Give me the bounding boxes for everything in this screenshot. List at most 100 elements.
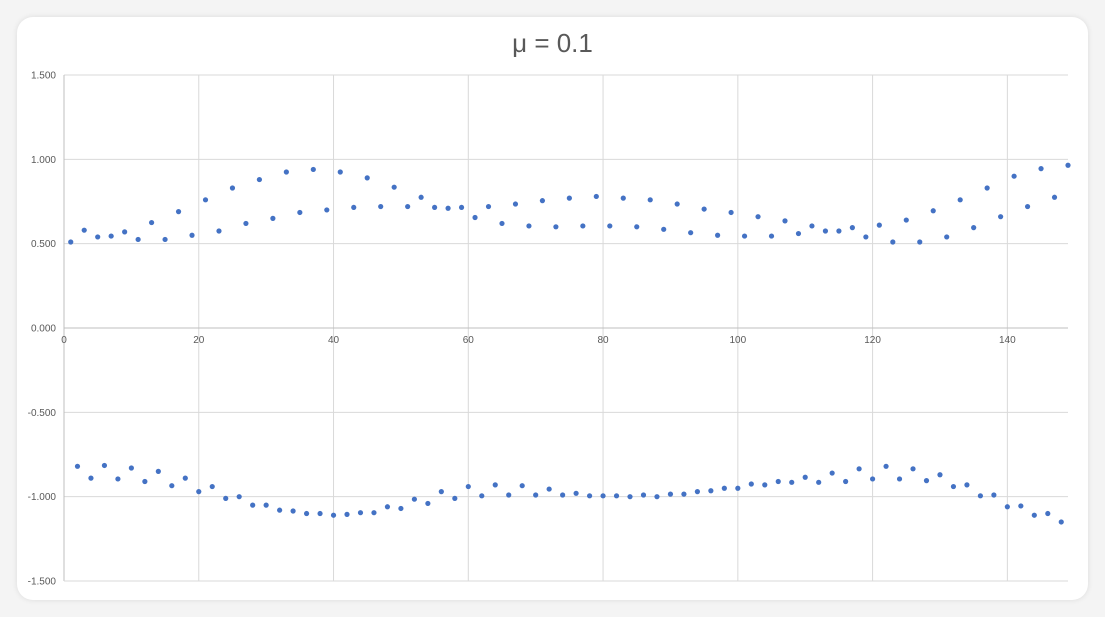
data-point [148,219,155,226]
data-point [297,209,303,216]
data-point [667,491,674,497]
data-point [371,510,377,516]
data-point [681,491,687,497]
data-point [1038,166,1044,172]
data-points [68,162,1071,525]
data-point [647,197,653,203]
data-point [357,510,364,516]
x-tick-label: 40 [328,335,340,346]
data-point [566,195,572,201]
data-point [849,225,855,231]
data-point [1045,510,1051,517]
x-tick-label: 120 [864,335,881,346]
data-point [1031,512,1037,518]
data-point [1011,173,1017,179]
data-point [452,495,458,501]
data-point [634,224,640,230]
data-point [708,488,714,494]
data-point [580,223,586,229]
data-point [472,214,478,221]
data-point [405,203,411,210]
data-point [802,474,808,480]
data-point [499,220,505,227]
data-point [560,492,566,498]
data-point [418,194,424,200]
data-point [876,222,882,228]
y-tick-label: -0.500 [28,408,57,419]
data-point [175,209,182,215]
data-point [944,234,950,240]
data-point [142,478,148,485]
data-point [88,475,94,481]
x-tick-label: 100 [729,335,746,346]
data-point [351,204,357,211]
data-point [930,208,936,214]
data-point [728,209,734,216]
y-tick-label: -1.500 [28,577,57,588]
data-point [506,492,512,498]
data-point [485,203,492,210]
x-tick-label: 60 [463,335,475,346]
data-point [1004,504,1010,510]
data-point [189,232,195,238]
data-point [209,483,215,490]
data-point [613,493,620,499]
data-point [169,483,175,489]
data-point [432,204,438,211]
data-point [998,214,1004,220]
data-point [303,510,310,517]
data-point [533,492,539,498]
data-point [263,502,269,508]
x-tick-label: 0 [61,335,67,346]
data-point [384,504,391,510]
data-point [910,466,916,472]
data-point [236,494,242,500]
data-point [546,486,552,492]
data-point [324,207,330,213]
data-point [438,489,444,495]
y-tick-label: 0.000 [31,324,56,335]
data-point [715,232,721,238]
data-point [290,508,296,514]
data-point [809,223,815,229]
data-point [856,466,862,472]
data-point [586,493,593,499]
axes [63,75,1068,582]
data-point [250,502,256,508]
data-point [755,214,761,220]
data-point [816,479,822,485]
data-point [964,482,970,488]
data-point [270,215,276,221]
data-point [937,472,943,478]
data-point [310,166,316,173]
data-point [512,201,519,207]
data-point [81,227,87,233]
data-point [553,224,559,230]
data-point [721,485,727,491]
data-point [330,512,337,518]
data-point [883,463,889,469]
data-point [775,478,781,485]
data-point [735,485,741,491]
data-point [741,233,748,239]
data-point [903,217,909,223]
data-point [182,475,188,481]
data-point [923,478,930,484]
data-point [957,197,963,203]
data-point [445,205,451,211]
data-point [526,223,532,229]
data-point [836,228,842,234]
data-point [465,483,471,490]
data-point [600,493,606,499]
data-point [654,494,660,500]
data-point [977,493,984,499]
data-point [863,234,869,240]
data-point [202,197,209,203]
data-point [627,494,633,500]
data-point [593,193,599,200]
data-point [950,483,957,490]
data-point [620,195,626,201]
data-point [674,201,680,207]
data-point [223,495,229,501]
